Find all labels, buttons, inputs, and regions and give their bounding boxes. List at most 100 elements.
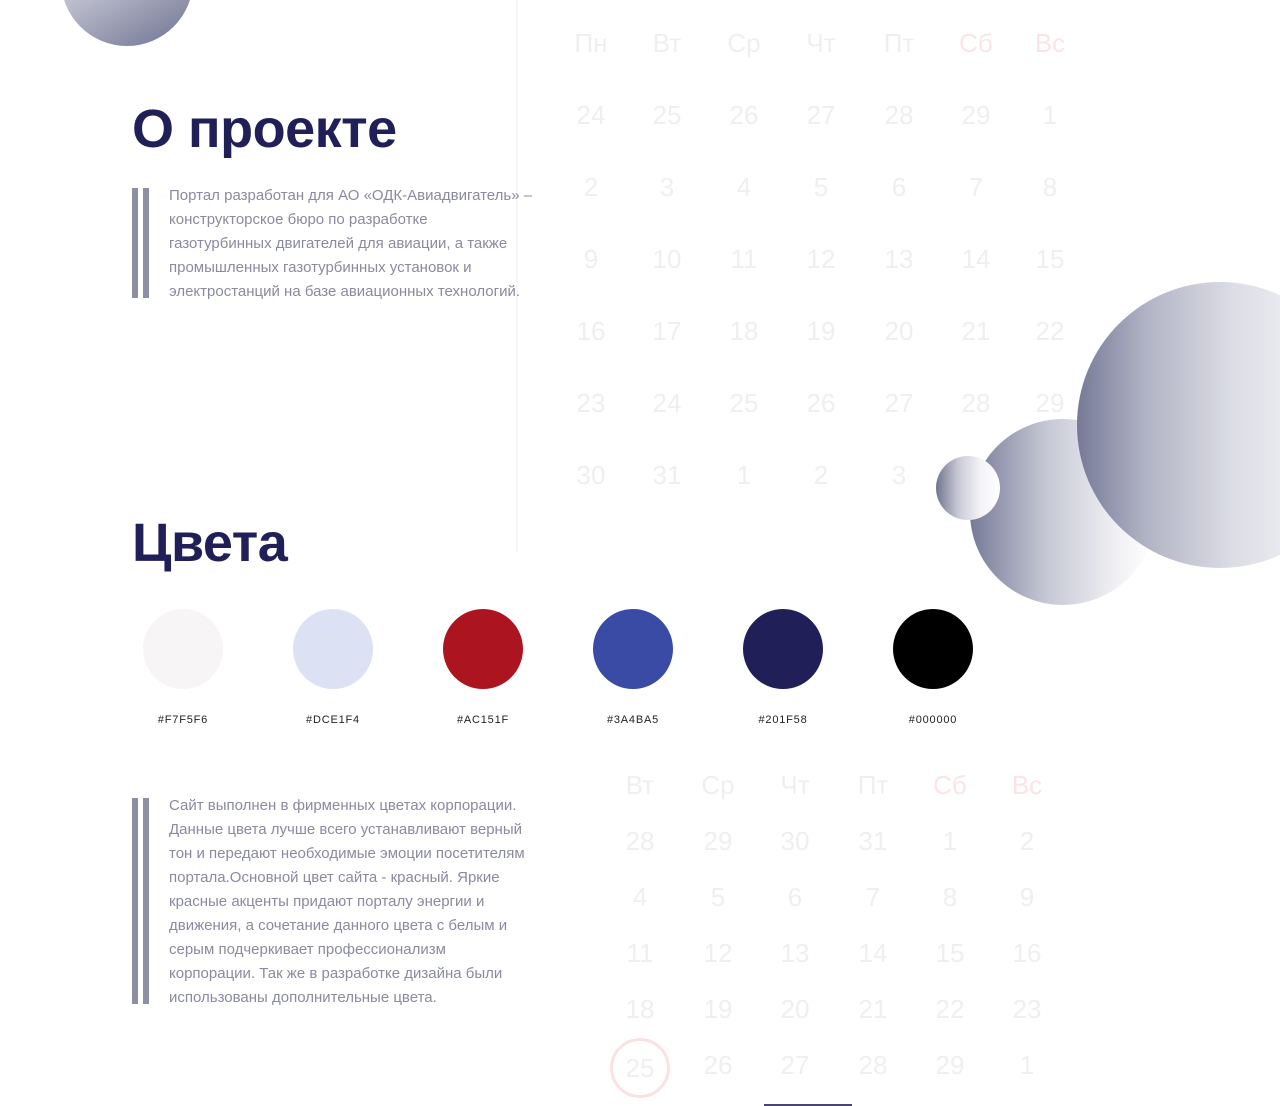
calendar-day[interactable]: 29: [703, 826, 733, 856]
calendar-day[interactable]: 31: [652, 460, 682, 490]
calendar-day[interactable]: 8: [942, 882, 958, 912]
calendar-day[interactable]: 23: [576, 388, 606, 418]
calendar-day[interactable]: 21: [961, 316, 991, 346]
color-hex-label: #201F58: [758, 714, 808, 726]
calendar-day[interactable]: 24: [576, 100, 606, 130]
calendar-day[interactable]: 12: [806, 244, 836, 274]
calendar-day[interactable]: 2: [1019, 826, 1035, 856]
calendar-day[interactable]: 16: [1012, 938, 1042, 968]
calendar-day[interactable]: 26: [703, 1050, 733, 1080]
color-hex-label: #000000: [908, 714, 958, 726]
calendar-day[interactable]: 13: [884, 244, 914, 274]
calendar-day[interactable]: 13: [780, 938, 810, 968]
weekday-header: Вт: [652, 28, 682, 58]
calendar-day[interactable]: 27: [884, 388, 914, 418]
calendar-day[interactable]: 5: [813, 172, 829, 202]
calendar-day[interactable]: 10: [652, 244, 682, 274]
calendar-day[interactable]: 31: [858, 826, 888, 856]
calendar-day[interactable]: 30: [576, 460, 606, 490]
calendar-day[interactable]: 9: [583, 244, 599, 274]
weekday-header: Пт: [883, 28, 915, 58]
calendar-day[interactable]: 19: [806, 316, 836, 346]
calendar-day[interactable]: 7: [865, 882, 881, 912]
calendar-day[interactable]: 9: [1019, 882, 1035, 912]
color-swatch: [893, 609, 973, 689]
calendar-day[interactable]: 1: [1019, 1050, 1035, 1080]
weekday-header: Чт: [806, 28, 836, 58]
calendar-day[interactable]: 28: [884, 100, 914, 130]
calendar-day[interactable]: 15: [935, 938, 965, 968]
weekday-header: Ср: [727, 28, 761, 58]
calendar-day[interactable]: 27: [806, 100, 836, 130]
calendar-day[interactable]: 29: [1035, 388, 1065, 418]
color-swatch: [443, 609, 523, 689]
weekday-header: Вс: [1011, 770, 1043, 800]
calendar-day[interactable]: 1: [1042, 100, 1058, 130]
weekday-header: Ср: [701, 770, 735, 800]
calendar-day[interactable]: 18: [729, 316, 759, 346]
calendar-day[interactable]: 26: [806, 388, 836, 418]
calendar-day[interactable]: 29: [961, 100, 991, 130]
weekday-header: Сб: [933, 770, 967, 800]
colors-text: Сайт выполнен в фирменных цветах корпора…: [169, 797, 525, 1006]
weekday-header: Пт: [857, 770, 889, 800]
about-title: О проекте: [132, 99, 397, 159]
calendar-day[interactable]: 17: [652, 316, 682, 346]
calendar-day[interactable]: 3: [659, 172, 675, 202]
calendar-day[interactable]: 21: [858, 994, 888, 1024]
calendar-day[interactable]: 6: [787, 882, 803, 912]
calendar-day[interactable]: 25: [729, 388, 759, 418]
calendar-day[interactable]: 28: [961, 388, 991, 418]
calendar-day[interactable]: 20: [780, 994, 810, 1024]
color-hex-label: #F7F5F6: [157, 714, 209, 726]
calendar-day[interactable]: 20: [884, 316, 914, 346]
color-swatch: [143, 609, 223, 689]
weekday-header: Сб: [959, 28, 993, 58]
calendar-day-today[interactable]: 25: [610, 1038, 670, 1098]
calendar-day[interactable]: 28: [858, 1050, 888, 1080]
calendar-day[interactable]: 7: [968, 172, 984, 202]
calendar-day[interactable]: 22: [935, 994, 965, 1024]
calendar-day[interactable]: 6: [891, 172, 907, 202]
calendar-day[interactable]: 1: [736, 460, 752, 490]
quote-bars: [132, 798, 149, 1004]
calendar-day[interactable]: 18: [625, 994, 655, 1024]
calendar-day[interactable]: 3: [891, 460, 907, 490]
calendar-day[interactable]: 24: [652, 388, 682, 418]
calendar-day[interactable]: 2: [813, 460, 829, 490]
calendar-day[interactable]: 23: [1012, 994, 1042, 1024]
calendar-day[interactable]: 15: [1035, 244, 1065, 274]
color-hex-label: #3A4BA5: [606, 714, 660, 726]
calendar-day[interactable]: 30: [780, 826, 810, 856]
about-text: Портал разработан для АО «ОДК-Авиадвигат…: [169, 187, 533, 300]
calendar-day[interactable]: 27: [780, 1050, 810, 1080]
calendar-day[interactable]: 8: [1042, 172, 1058, 202]
decorative-sphere: [1077, 282, 1280, 568]
calendar-day[interactable]: 29: [935, 1050, 965, 1080]
calendar-day[interactable]: 14: [858, 938, 888, 968]
weekday-header: Вс: [1034, 28, 1066, 58]
calendar-day[interactable]: 4: [632, 882, 648, 912]
calendar-day[interactable]: 2: [583, 172, 599, 202]
calendar-day[interactable]: 14: [961, 244, 991, 274]
calendar-day[interactable]: 19: [703, 994, 733, 1024]
calendar-day[interactable]: 4: [736, 172, 752, 202]
calendar-day[interactable]: 12: [703, 938, 733, 968]
color-swatch: [743, 609, 823, 689]
calendar-day[interactable]: 26: [729, 100, 759, 130]
color-swatch: [593, 609, 673, 689]
calendar-day[interactable]: 5: [710, 882, 726, 912]
calendar-day[interactable]: 11: [626, 938, 654, 968]
decorative-sphere: [936, 456, 1000, 520]
calendar-day[interactable]: 1: [942, 826, 958, 856]
calendar-day[interactable]: 11: [730, 244, 758, 274]
calendar-day[interactable]: 16: [576, 316, 606, 346]
calendar-day[interactable]: 25: [652, 100, 682, 130]
color-hex-label: #AC151F: [456, 714, 510, 726]
weekday-header: Чт: [780, 770, 810, 800]
quote-bars: [132, 188, 149, 298]
color-swatch: [293, 609, 373, 689]
calendar-day[interactable]: 28: [625, 826, 655, 856]
calendar-day[interactable]: 22: [1035, 316, 1065, 346]
calendar-divider: [516, 0, 518, 552]
